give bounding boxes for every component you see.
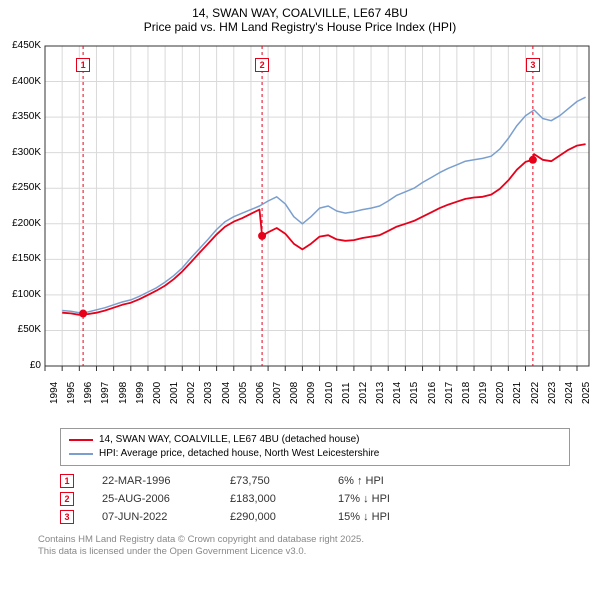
y-tick-label: £450K xyxy=(7,40,41,51)
x-tick-label: 1999 xyxy=(135,382,146,404)
legend-swatch-price xyxy=(69,439,93,441)
sales-marker: 2 xyxy=(60,492,74,506)
x-tick-label: 2001 xyxy=(169,382,180,404)
x-tick-label: 2018 xyxy=(461,382,472,404)
chart-area: £0 £50K £100K £150K £200K £250K £300K £350K £400… xyxy=(5,36,595,422)
x-tick-label: 2016 xyxy=(427,382,438,404)
y-tick-label: £0 xyxy=(7,360,41,371)
x-tick-label: 2023 xyxy=(547,382,558,404)
x-tick-label: 2024 xyxy=(564,382,575,404)
x-tick-label: 1997 xyxy=(100,382,111,404)
sales-marker: 3 xyxy=(60,510,74,524)
x-tick-label: 2005 xyxy=(238,382,249,404)
x-tick-label: 2003 xyxy=(203,382,214,404)
legend-label-hpi: HPI: Average price, detached house, Nort… xyxy=(99,447,379,461)
x-tick-label: 2012 xyxy=(358,382,369,404)
y-tick-label: £150K xyxy=(7,253,41,264)
footer: Contains HM Land Registry data © Crown c… xyxy=(38,534,570,559)
x-tick-label: 2019 xyxy=(478,382,489,404)
chart-container: 14, SWAN WAY, COALVILLE, LE67 4BU Price … xyxy=(0,0,600,590)
title-address: 14, SWAN WAY, COALVILLE, LE67 4BU xyxy=(0,6,600,20)
y-tick-label: £200K xyxy=(7,218,41,229)
x-tick-label: 2008 xyxy=(289,382,300,404)
x-tick-label: 2010 xyxy=(324,382,335,404)
x-tick-label: 2002 xyxy=(186,382,197,404)
y-tick-label: £350K xyxy=(7,111,41,122)
x-tick-label: 2022 xyxy=(530,382,541,404)
legend-label-price: 14, SWAN WAY, COALVILLE, LE67 4BU (detac… xyxy=(99,433,360,447)
title-subtitle: Price paid vs. HM Land Registry's House … xyxy=(0,20,600,34)
title-block: 14, SWAN WAY, COALVILLE, LE67 4BU Price … xyxy=(0,0,600,36)
y-tick-label: £400K xyxy=(7,76,41,87)
y-tick-label: £50K xyxy=(7,324,41,335)
x-tick-label: 2007 xyxy=(272,382,283,404)
x-tick-label: 1996 xyxy=(83,382,94,404)
sales-hpi: 15% ↓ HPI xyxy=(338,511,428,523)
x-tick-label: 2015 xyxy=(409,382,420,404)
x-tick-label: 2017 xyxy=(444,382,455,404)
legend-box: 14, SWAN WAY, COALVILLE, LE67 4BU (detac… xyxy=(60,428,570,466)
sales-price: £183,000 xyxy=(230,493,310,505)
x-tick-label: 2020 xyxy=(495,382,506,404)
sales-marker: 1 xyxy=(60,474,74,488)
x-tick-label: 2013 xyxy=(375,382,386,404)
legend-swatch-hpi xyxy=(69,453,93,455)
x-tick-label: 2014 xyxy=(392,382,403,404)
chart-svg xyxy=(5,36,595,422)
sales-date: 25-AUG-2006 xyxy=(102,493,202,505)
x-tick-label: 2009 xyxy=(306,382,317,404)
sales-date: 07-JUN-2022 xyxy=(102,511,202,523)
legend-row: HPI: Average price, detached house, Nort… xyxy=(69,447,561,461)
sales-row: 2 25-AUG-2006 £183,000 17% ↓ HPI xyxy=(60,490,570,508)
x-tick-label: 1994 xyxy=(49,382,60,404)
x-tick-label: 1995 xyxy=(66,382,77,404)
sales-price: £73,750 xyxy=(230,475,310,487)
x-tick-label: 1998 xyxy=(118,382,129,404)
sales-hpi: 17% ↓ HPI xyxy=(338,493,428,505)
chart-sale-marker: 1 xyxy=(76,58,90,72)
sales-date: 22-MAR-1996 xyxy=(102,475,202,487)
x-tick-label: 2000 xyxy=(152,382,163,404)
sales-row: 1 22-MAR-1996 £73,750 6% ↑ HPI xyxy=(60,472,570,490)
y-tick-label: £250K xyxy=(7,182,41,193)
chart-sale-marker: 2 xyxy=(255,58,269,72)
x-tick-label: 2004 xyxy=(221,382,232,404)
x-tick-label: 2011 xyxy=(341,382,352,404)
y-tick-label: £100K xyxy=(7,289,41,300)
footer-line2: This data is licensed under the Open Gov… xyxy=(38,546,570,558)
footer-line1: Contains HM Land Registry data © Crown c… xyxy=(38,534,570,546)
x-tick-label: 2006 xyxy=(255,382,266,404)
x-tick-label: 2025 xyxy=(581,382,592,404)
sales-hpi: 6% ↑ HPI xyxy=(338,475,428,487)
sales-row: 3 07-JUN-2022 £290,000 15% ↓ HPI xyxy=(60,508,570,526)
sales-table: 1 22-MAR-1996 £73,750 6% ↑ HPI 2 25-AUG-… xyxy=(60,472,570,526)
y-tick-label: £300K xyxy=(7,147,41,158)
chart-sale-marker: 3 xyxy=(526,58,540,72)
legend-row: 14, SWAN WAY, COALVILLE, LE67 4BU (detac… xyxy=(69,433,561,447)
sales-price: £290,000 xyxy=(230,511,310,523)
x-tick-label: 2021 xyxy=(512,382,523,404)
